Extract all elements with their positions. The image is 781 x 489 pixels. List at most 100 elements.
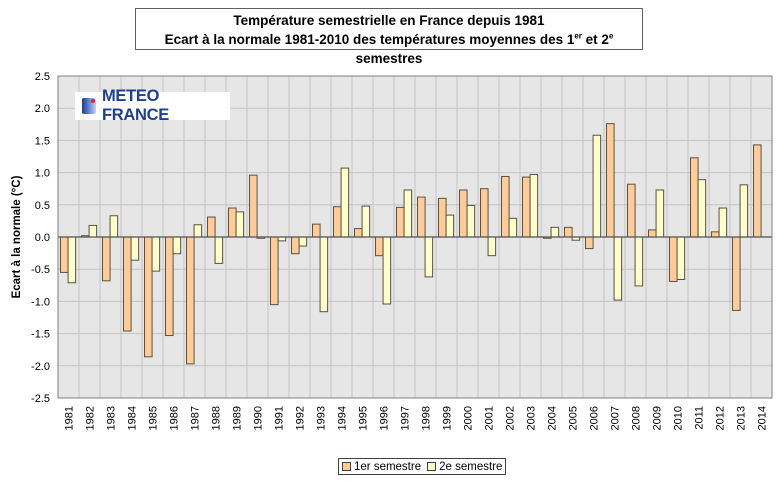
bar-1er-1987	[186, 236, 195, 365]
bar-2e-1992	[298, 236, 308, 247]
y-axis: 2.5 2.0 1.5 1.0 0.5 0.0 -0.5 -1.0 -1.5 -2.0 -2.5	[31, 71, 50, 405]
x-tick-label: 2011	[694, 406, 706, 430]
x-tick-label: 2012	[715, 406, 727, 430]
legend: 1er semestre 2e semestre	[338, 458, 507, 475]
x-tick-label: 1981	[64, 406, 76, 430]
bar-1er-1990	[249, 174, 258, 238]
bar-1er-2003	[522, 176, 531, 238]
bar-1er-2007	[606, 123, 615, 238]
x-tick-label: 2003	[526, 406, 538, 430]
bar-1er-2008	[627, 183, 636, 238]
y-tick-label: -0.5	[31, 264, 50, 276]
x-tick-label: 1983	[106, 406, 118, 430]
bar-2e-1987	[193, 224, 203, 238]
y-tick-label: -1.5	[31, 329, 50, 341]
x-tick-label: 1994	[337, 406, 349, 430]
legend-swatch-1er	[342, 462, 351, 471]
bar-1er-1981	[60, 236, 69, 273]
bar-1er-1998	[417, 196, 426, 238]
bar-1er-2010	[669, 236, 678, 282]
bar-2e-1985	[151, 236, 161, 272]
bar-2e-2011	[697, 179, 707, 238]
x-tick-label: 2014	[757, 406, 769, 430]
bar-1er-2001	[480, 188, 489, 238]
bar-2e-1994	[340, 167, 350, 238]
bar-2e-2012	[718, 207, 728, 238]
bar-1er-2002	[501, 175, 510, 238]
x-tick-label: 2010	[673, 406, 685, 430]
y-axis-label: Ecart à la normale (°C)	[11, 175, 23, 298]
subtitle-sup-2: e	[608, 31, 614, 41]
chart-title: Température semestrielle en France depui…	[233, 13, 545, 28]
bar-2e-1998	[424, 236, 434, 278]
bar-2e-2004	[550, 226, 560, 238]
y-tick-label: -1.0	[31, 296, 50, 308]
x-tick-label: 2006	[589, 406, 601, 430]
bar-2e-2001	[487, 236, 497, 257]
bar-1er-1992	[291, 236, 300, 255]
bar-2e-2006	[592, 134, 602, 238]
bar-2e-2003	[529, 174, 539, 238]
bar-2e-2007	[613, 236, 623, 301]
bar-1er-1984	[123, 236, 132, 332]
bar-1er-2012	[711, 231, 720, 238]
x-tick-label: 1984	[127, 406, 139, 430]
bar-2e-1989	[235, 211, 245, 238]
subtitle-text: et 2	[581, 32, 609, 47]
bar-2e-2002	[508, 217, 518, 238]
bar-1er-2006	[585, 236, 594, 250]
bar-2e-1997	[403, 189, 413, 238]
bar-2e-1996	[382, 236, 392, 305]
x-tick-label: 1991	[274, 406, 286, 430]
bar-2e-1981	[67, 236, 77, 284]
legend-label: 2e semestre	[439, 460, 503, 473]
bar-2e-1999	[445, 214, 455, 238]
bar-2e-1984	[130, 236, 140, 261]
y-tick-label: 2.0	[35, 103, 50, 115]
bar-2e-2010	[676, 236, 686, 281]
meteo-france-logo: METEO FRANCE	[75, 87, 230, 124]
bar-2e-1982	[88, 224, 98, 238]
legend-swatch-2e	[427, 462, 437, 471]
x-tick-label: 1997	[400, 406, 412, 430]
x-tick-label: 2009	[652, 406, 664, 430]
x-tick-label: 1999	[442, 406, 454, 430]
x-tick-label: 1985	[148, 406, 160, 430]
subtitle-text: semestres	[355, 51, 423, 66]
bar-1er-2011	[690, 157, 699, 238]
subtitle-sup-1: er	[574, 31, 582, 41]
y-tick-label: 0.0	[35, 232, 50, 244]
x-tick-label: 1986	[169, 406, 181, 430]
plot-frame	[57, 75, 773, 399]
x-tick-label: 1982	[85, 406, 97, 430]
x-tick-label: 2002	[505, 406, 517, 430]
x-tick-label: 2008	[631, 406, 643, 430]
bar-2e-1995	[361, 205, 371, 238]
bar-1er-1985	[144, 236, 153, 358]
bar-1er-1988	[207, 216, 216, 238]
y-tick-label: 1.0	[35, 168, 50, 180]
x-tick-label: 1992	[295, 406, 307, 430]
x-tick-label: 2013	[736, 406, 748, 430]
bar-1er-1986	[165, 236, 174, 337]
bar-1er-2013	[732, 236, 741, 311]
bar-2e-1986	[172, 236, 182, 255]
logo-text: METEO FRANCE	[101, 87, 169, 124]
bar-2e-2008	[634, 236, 644, 287]
bar-1er-2009	[648, 229, 657, 238]
x-tick-label: 2005	[568, 406, 580, 430]
bar-1er-1993	[312, 223, 321, 238]
x-tick-label: 2004	[547, 406, 559, 430]
meteo-france-logo-icon	[82, 98, 96, 114]
bar-2e-1988	[214, 236, 224, 264]
x-tick-label: 1987	[190, 406, 202, 430]
bar-2e-2013	[739, 184, 749, 238]
chart-subtitle: Ecart à la normale 1981-2010 des tempéra…	[136, 30, 642, 68]
subtitle-text: Ecart à la normale 1981-2010 des tempéra…	[164, 32, 575, 47]
bar-2e-2009	[655, 189, 665, 238]
legend-item-2e-semestre: 2e semestre	[427, 461, 502, 473]
bar-1er-2000	[459, 189, 468, 238]
x-tick-label: 2007	[610, 406, 622, 430]
x-tick-label: 1988	[211, 406, 223, 430]
bar-2e-1993	[319, 236, 329, 313]
